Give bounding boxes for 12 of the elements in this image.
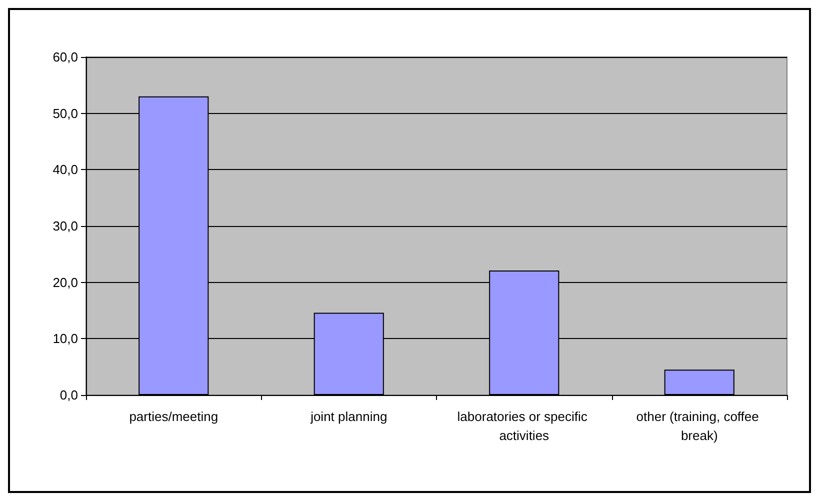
y-tick-label: 10,0 [52,331,78,346]
bar [664,370,734,395]
y-tick-label: 0,0 [60,388,78,402]
x-tick-label: parties/meeting [129,409,218,424]
y-tick-label: 60,0 [52,50,78,64]
x-tick-label: other (training, coffee break) [636,409,762,443]
x-tick-label: joint planning [310,409,388,424]
x-tick-label: laboratories or specific activities [457,409,591,443]
y-tick-label: 30,0 [52,218,78,234]
y-tick-label: 40,0 [52,162,78,178]
y-tick-label: 50,0 [52,106,78,121]
y-tick-label: 20,0 [52,274,78,290]
